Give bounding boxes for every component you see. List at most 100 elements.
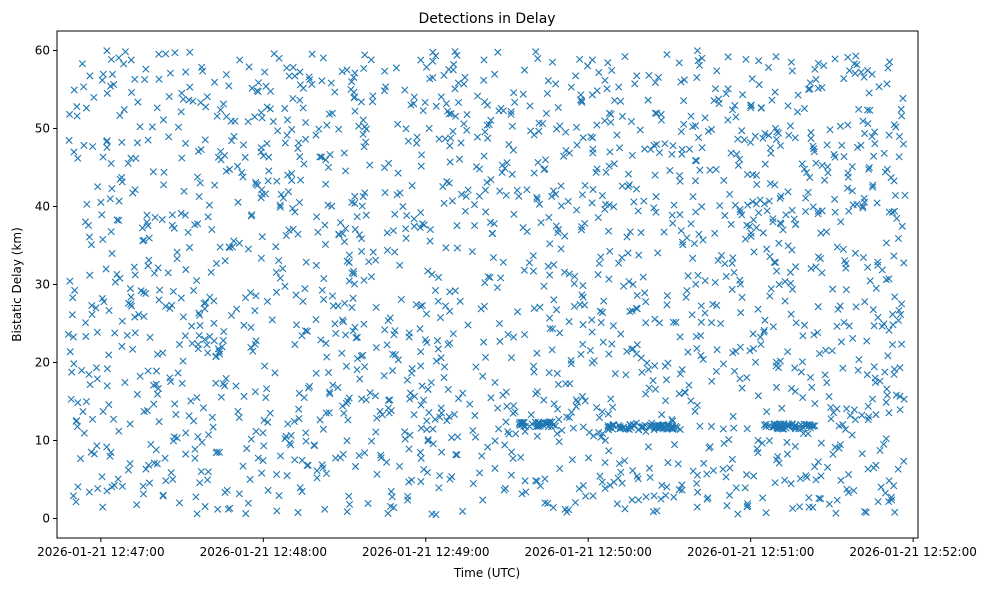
scatter-point	[837, 338, 845, 346]
scatter-point	[189, 286, 198, 295]
scatter-point	[247, 323, 255, 332]
scatter-point	[241, 153, 249, 161]
scatter-point	[743, 170, 752, 179]
scatter-point	[181, 332, 189, 340]
scatter-point	[64, 330, 73, 338]
scatter-point	[142, 465, 150, 473]
scatter-point	[844, 184, 852, 192]
scatter-point	[281, 139, 289, 147]
scatter-point	[694, 488, 702, 496]
scatter-point	[662, 491, 670, 500]
scatter-point	[564, 197, 572, 206]
scatter-point	[115, 427, 123, 435]
scatter-point	[264, 486, 272, 494]
scatter-point	[637, 354, 645, 362]
scatter-point	[726, 464, 734, 472]
scatter-point	[896, 406, 904, 414]
scatter-point	[811, 399, 819, 408]
scatter-point	[213, 112, 221, 120]
scatter-point	[198, 438, 206, 446]
scatter-point	[799, 393, 807, 402]
scatter-point	[666, 166, 674, 175]
scatter-point	[606, 148, 614, 156]
scatter-point	[436, 471, 444, 480]
scatter-point	[791, 442, 799, 451]
scatter-point	[424, 385, 432, 393]
scatter-point	[647, 145, 655, 154]
scatter-point	[791, 387, 799, 396]
scatter-point	[769, 323, 777, 331]
scatter-point	[881, 168, 889, 176]
scatter-point	[561, 232, 569, 240]
scatter-point	[494, 404, 502, 412]
scatter-point	[434, 297, 442, 305]
scatter-point	[747, 101, 755, 109]
scatter-point	[651, 171, 659, 179]
scatter-point	[417, 209, 425, 217]
scatter-point	[144, 136, 152, 144]
scatter-point	[107, 55, 115, 64]
scatter-point	[410, 93, 418, 101]
scatter-point	[732, 484, 740, 492]
scatter-point	[645, 464, 654, 472]
scatter-point	[208, 413, 216, 421]
scatter-point	[436, 413, 444, 421]
scatter-point	[491, 70, 499, 78]
scatter-point	[361, 363, 369, 371]
scatter-point	[688, 311, 696, 319]
scatter-point	[460, 120, 468, 128]
scatter-point	[372, 256, 380, 264]
scatter-point	[459, 389, 467, 397]
scatter-point	[749, 330, 757, 338]
scatter-point	[170, 433, 178, 441]
scatter-point	[747, 229, 755, 237]
scatter-point	[305, 382, 314, 390]
scatter-point	[674, 460, 682, 468]
scatter-point	[651, 385, 660, 393]
scatter-point	[677, 127, 685, 136]
scatter-point	[556, 329, 564, 337]
scatter-point	[895, 132, 904, 140]
scatter-point	[640, 145, 649, 153]
scatter-point	[416, 448, 424, 456]
scatter-point	[792, 319, 800, 327]
scatter-point	[522, 488, 530, 496]
scatter-point	[863, 106, 872, 114]
scatter-point	[609, 403, 617, 411]
scatter-point	[84, 221, 93, 230]
scatter-point	[93, 375, 101, 383]
scatter-point	[704, 494, 712, 502]
scatter-point	[262, 393, 270, 402]
scatter-point	[345, 251, 353, 259]
scatter-point	[744, 502, 752, 510]
scatter-point	[150, 269, 159, 277]
scatter-point	[341, 167, 350, 175]
scatter-point	[105, 401, 113, 409]
scatter-point	[144, 262, 152, 270]
scatter-point	[823, 463, 832, 471]
scatter-point	[676, 333, 684, 341]
scatter-point	[299, 104, 307, 112]
scatter-point	[597, 433, 605, 441]
scatter-point	[631, 80, 639, 88]
scatter-point	[162, 50, 170, 58]
scatter-point	[759, 229, 767, 237]
scatter-point	[131, 186, 139, 194]
scatter-point	[329, 302, 338, 310]
scatter-point	[573, 141, 581, 149]
scatter-point	[94, 484, 102, 493]
scatter-point	[598, 478, 606, 486]
scatter-point	[225, 165, 234, 173]
scatter-point	[890, 252, 898, 260]
scatter-point	[365, 258, 373, 266]
scatter-point	[650, 204, 658, 212]
scatter-point	[220, 328, 228, 336]
scatter-point	[131, 329, 139, 337]
scatter-point	[416, 302, 425, 310]
scatter-point	[890, 482, 898, 490]
scatter-point	[212, 259, 221, 268]
scatter-point	[736, 375, 744, 383]
scatter-point	[616, 144, 624, 152]
scatter-point	[765, 437, 774, 445]
scatter-point	[752, 171, 761, 179]
